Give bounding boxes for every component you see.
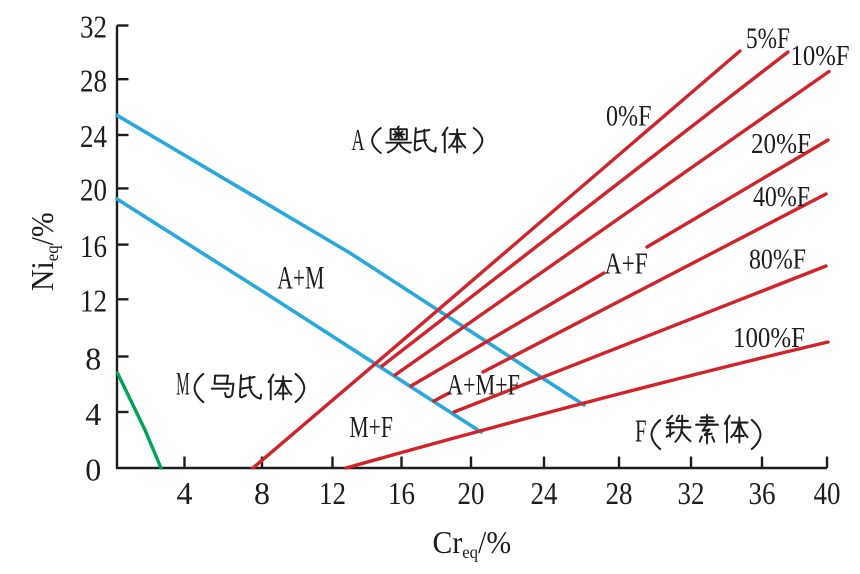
svg-text:24: 24: [531, 475, 558, 511]
svg-text:Nieq/%: Nieq/%: [24, 212, 62, 291]
svg-text:20: 20: [80, 172, 107, 208]
svg-text:M: M: [176, 366, 190, 402]
svg-text:A: A: [352, 122, 365, 157]
svg-text:28: 28: [606, 475, 633, 511]
svg-text:20%F: 20%F: [751, 128, 811, 160]
svg-text:36: 36: [749, 475, 776, 511]
svg-text:40%F: 40%F: [753, 181, 810, 213]
svg-text:A+M+F: A+M+F: [447, 369, 520, 402]
svg-text:80%F: 80%F: [749, 244, 806, 276]
svg-text:24: 24: [80, 118, 107, 154]
svg-text:100%F: 100%F: [733, 322, 805, 354]
svg-text:A+F: A+F: [605, 246, 648, 281]
svg-text:40: 40: [814, 475, 841, 511]
svg-text:5%F: 5%F: [746, 22, 790, 55]
svg-text:20: 20: [458, 475, 485, 511]
svg-text:8: 8: [254, 475, 270, 511]
svg-text:12: 12: [319, 475, 346, 511]
svg-text:0: 0: [85, 452, 101, 488]
svg-text:F: F: [635, 412, 647, 448]
svg-text:4: 4: [85, 396, 101, 432]
svg-text:32: 32: [80, 9, 107, 45]
svg-text:0%F: 0%F: [606, 100, 652, 133]
svg-text:16: 16: [388, 475, 415, 511]
svg-text:8: 8: [85, 340, 101, 376]
svg-text:16: 16: [80, 228, 107, 264]
svg-text:M+F: M+F: [349, 409, 393, 444]
svg-text:10%F: 10%F: [791, 40, 850, 72]
svg-text:4: 4: [177, 475, 193, 511]
svg-text:12: 12: [80, 283, 107, 319]
svg-text:28: 28: [80, 62, 107, 98]
svg-text:32: 32: [678, 475, 705, 511]
svg-text:A+M: A+M: [277, 261, 324, 297]
